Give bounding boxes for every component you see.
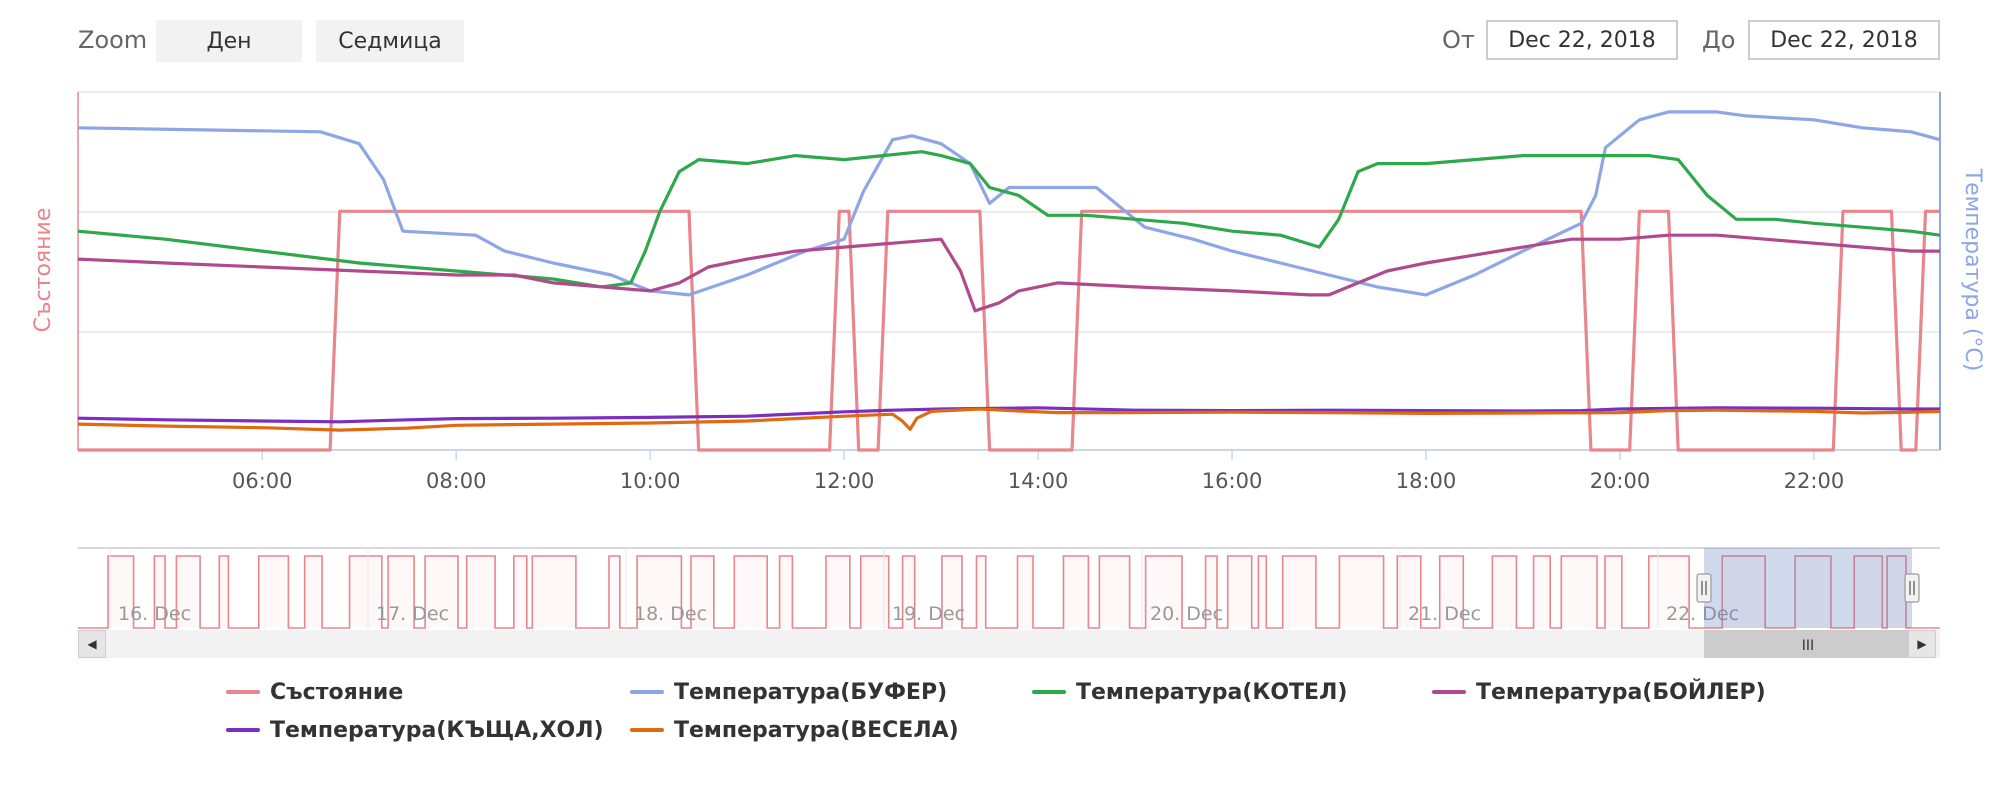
legend-swatch [1432,690,1466,694]
right-axis-title: Температура (°C) [1960,168,1985,372]
series-line-0 [78,209,1940,452]
navigator-day-label: 21. Dec [1408,603,1481,625]
navigator-day-label: 17. Dec [376,603,449,625]
from-date-label: От [1442,26,1475,54]
navigator-day-label: 18. Dec [634,603,707,625]
series-line-5 [77,407,1941,432]
legend-label: Температура(БОЙЛЕР) [1476,679,1766,705]
legend-swatch [630,728,664,732]
legend-item-1[interactable]: Температура(БУФЕР) [630,677,947,707]
x-tick-label: 14:00 [1008,469,1069,493]
navigator-selection[interactable] [1704,548,1912,628]
x-tick-label: 10:00 [620,469,681,493]
legend-item-2[interactable]: Температура(КОТЕЛ) [1032,677,1347,707]
navigator-handle-left[interactable] [1696,573,1712,603]
legend-label: Състояние [270,679,404,705]
scroll-right-arrow[interactable]: ▶ [1908,630,1936,658]
x-tick-label: 08:00 [426,469,487,493]
left-axis-title: Състояние [31,208,56,333]
series-line-4 [77,406,1940,424]
x-tick-label: 18:00 [1396,469,1457,493]
zoom-label: Zoom [78,26,148,54]
x-tick-label: 16:00 [1202,469,1263,493]
x-tick-label: 12:00 [814,469,875,493]
scrollbar-thumb[interactable] [1704,630,1912,658]
legend-swatch [226,728,260,732]
from-date-input[interactable]: Dec 22, 2018 [1486,20,1678,60]
navigator-day-label: 16. Dec [118,603,191,625]
navigator-day-label: 19. Dec [892,603,965,625]
legend-item-4[interactable]: Температура(КЪЩА,ХОЛ) [226,715,604,745]
legend-label: Температура(КОТЕЛ) [1076,679,1348,705]
legend-label: Температура(КЪЩА,ХОЛ) [270,717,604,743]
navigator-area [78,556,1940,628]
legend-swatch [630,690,664,694]
to-date-input[interactable]: Dec 22, 2018 [1748,20,1940,60]
series-line-3 [77,233,1940,313]
zoom-day-button[interactable]: Ден [156,20,302,62]
series-line-2 [77,150,1941,289]
x-tick-label: 22:00 [1784,469,1845,493]
legend-label: Температура(ВЕСЕЛА) [674,717,959,743]
navigator-day-label: 20. Dec [1150,603,1223,625]
zoom-week-button[interactable]: Седмица [316,20,464,62]
navigator-series [78,555,1940,629]
legend-swatch [226,690,260,694]
series-line-1 [77,110,1941,297]
legend-item-5[interactable]: Температура(ВЕСЕЛА) [630,715,959,745]
legend-label: Температура(БУФЕР) [674,679,948,705]
to-date-label: До [1702,26,1736,54]
navigator-day-label: 22. Dec [1666,603,1739,625]
scrollbar-track[interactable] [78,630,1940,658]
scrollbar-grip: III [1802,638,1814,654]
legend-swatch [1032,690,1066,694]
legend-item-0[interactable]: Състояние [226,677,403,707]
navigator-handle-right[interactable] [1904,573,1920,603]
scroll-left-arrow[interactable]: ◀ [78,630,106,658]
x-tick-label: 06:00 [232,469,293,493]
range-selector-toolbar: Zoom Ден Седмица От Dec 22, 2018 До Dec … [0,0,2000,80]
legend-item-3[interactable]: Температура(БОЙЛЕР) [1432,677,1766,707]
x-tick-label: 20:00 [1590,469,1651,493]
